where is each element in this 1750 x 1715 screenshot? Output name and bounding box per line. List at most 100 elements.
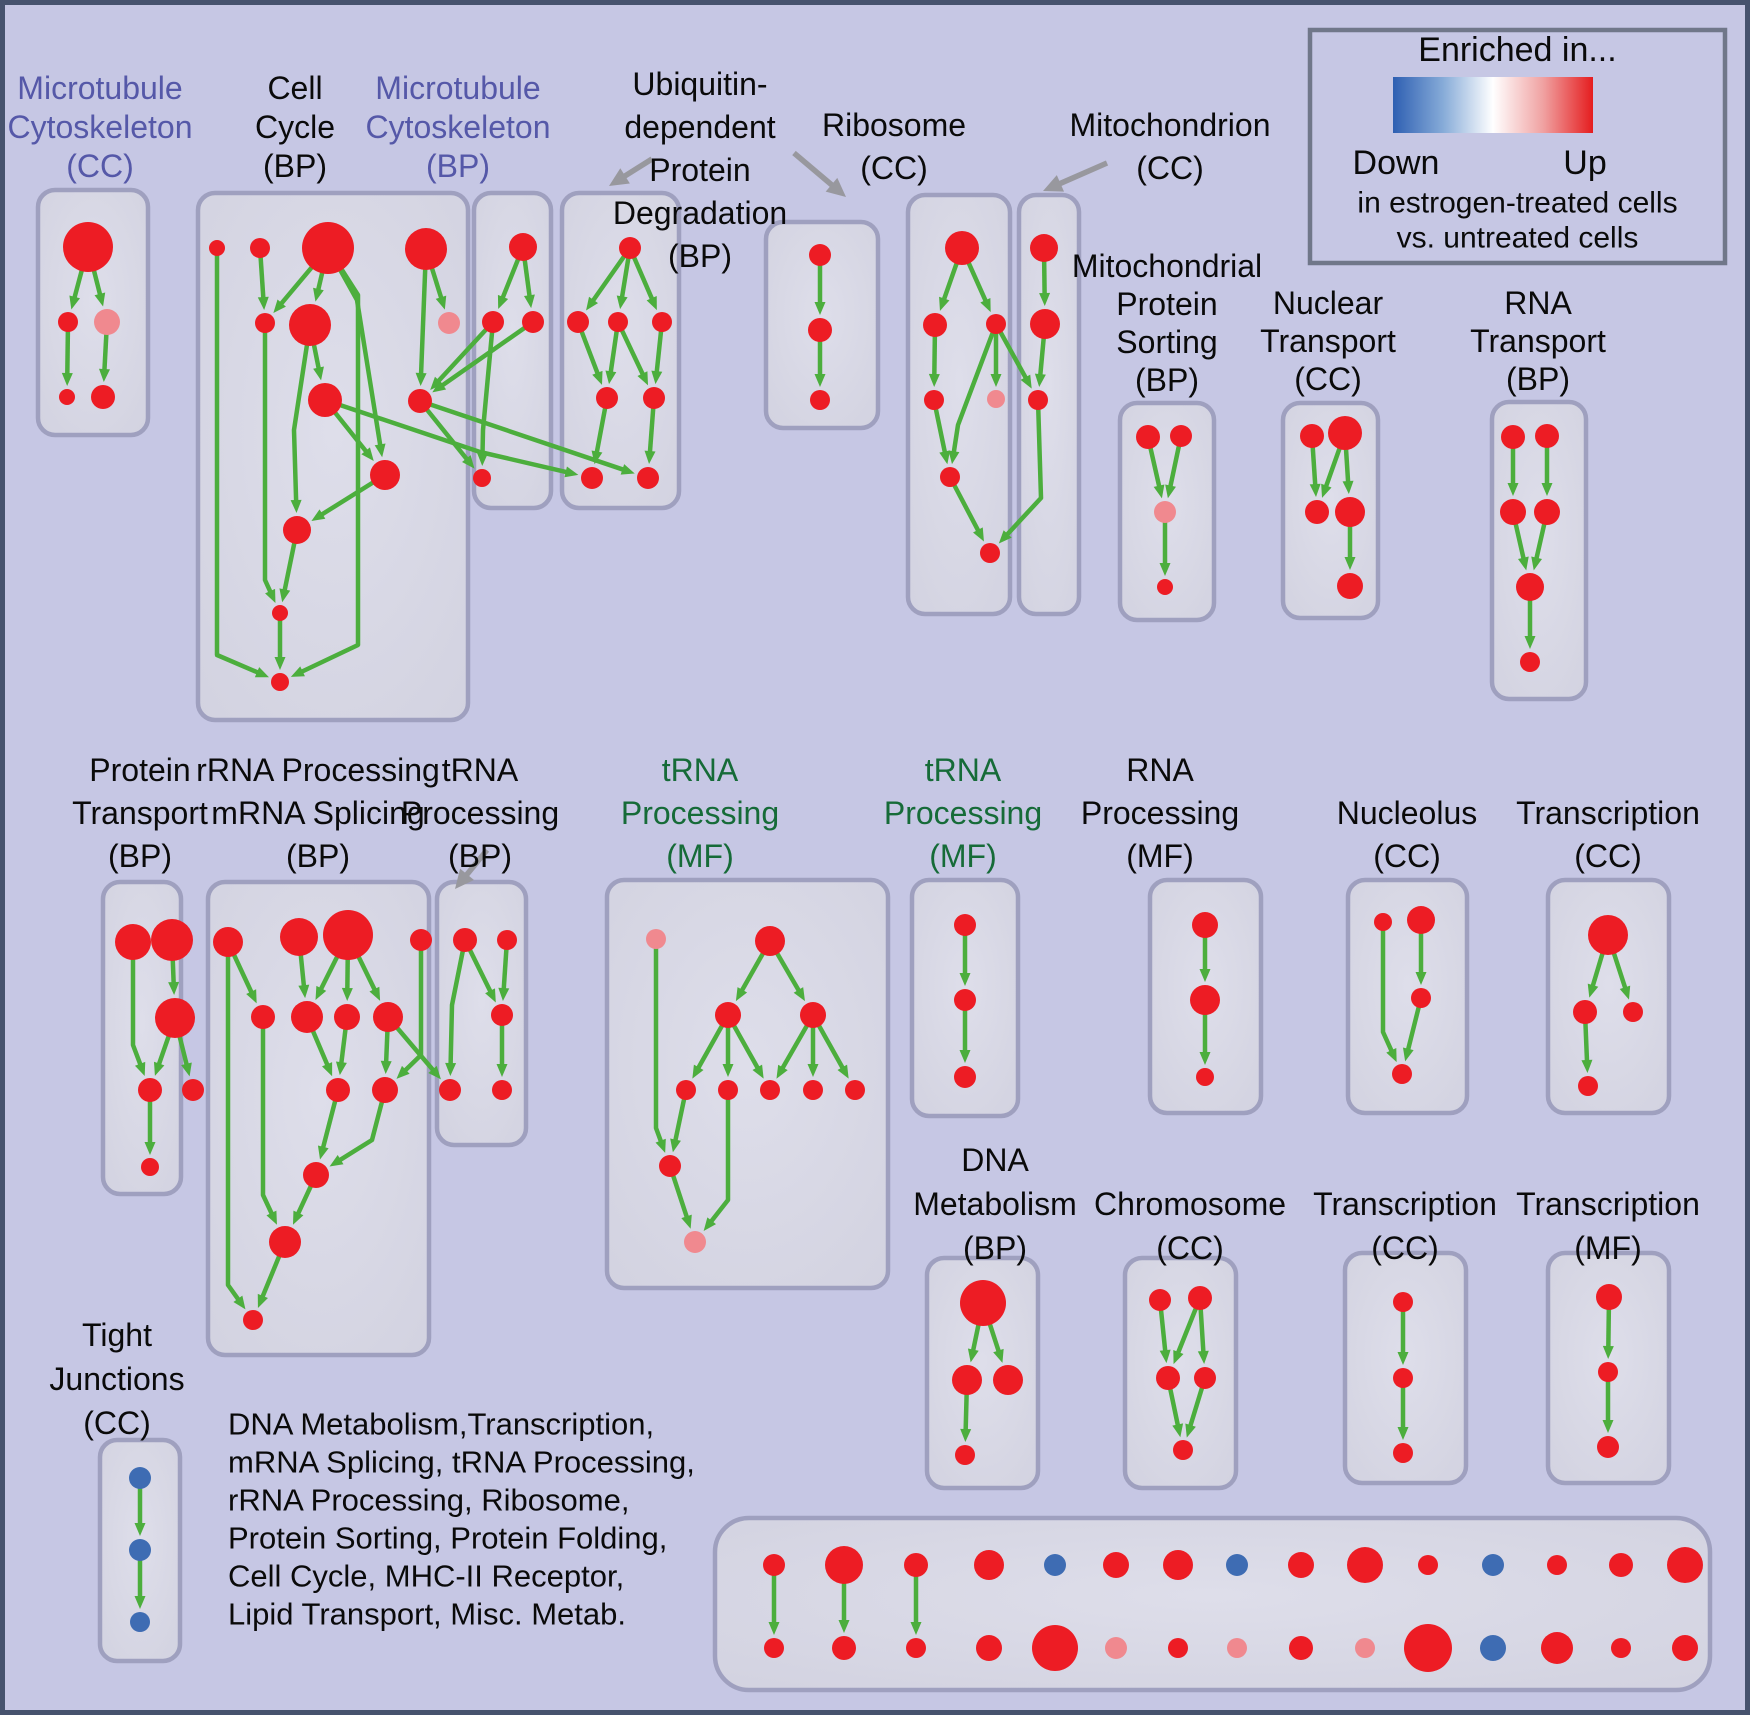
arrowhead: [134, 1596, 146, 1609]
edge-line: [948, 475, 983, 536]
arrowhead: [497, 294, 509, 310]
cluster-label-microtubule-bp: Cytoskeleton: [366, 109, 551, 145]
cluster-label-nuclear-transport: (CC): [1294, 361, 1362, 397]
gene-set-node-r7: [980, 543, 1000, 563]
cluster-label-nuclear-transport: Nuclear: [1273, 285, 1384, 321]
cluster-label-trna-mf-2: tRNA: [925, 752, 1002, 788]
arrowhead: [69, 295, 81, 310]
gene-set-node-f1: [1596, 1284, 1622, 1310]
arrowhead: [335, 1061, 347, 1076]
gene-set-node-u5: [596, 387, 618, 409]
gene-set-node-q1: [213, 927, 243, 957]
gene-set-node-x1: [1588, 915, 1628, 955]
edge-line: [480, 321, 496, 458]
cluster-box-L: [1345, 877, 1470, 1116]
edge-line: [434, 320, 495, 386]
cluster-box-I: [1280, 400, 1381, 621]
arrowhead: [776, 1064, 788, 1079]
misc-top-node-4: [974, 1550, 1004, 1580]
gene-set-node-g2: [755, 926, 785, 956]
arrowhead: [814, 374, 826, 387]
cluster-box-MISC: [712, 1515, 1713, 1693]
gene-set-node-q10: [372, 1077, 398, 1103]
misc-top-node-9: [1288, 1552, 1314, 1578]
arrowhead: [94, 292, 106, 307]
cluster-box-DM: [924, 1255, 1041, 1491]
cluster-label-nucleolus: (CC): [1373, 838, 1441, 874]
arrowhead: [1173, 1349, 1184, 1365]
gene-set-node-a1: [63, 222, 113, 272]
gene-set-node-u8: [637, 467, 659, 489]
arrowhead: [1397, 1352, 1409, 1365]
cluster-label-rrna-mrna: rRNA Processing: [196, 752, 440, 788]
misc-top-node-15: [1667, 1547, 1703, 1583]
edge-line: [262, 323, 274, 597]
gene-set-node-m2: [1030, 309, 1060, 339]
arrowhead: [646, 295, 657, 311]
gene-set-node-y3: [1393, 1443, 1413, 1463]
cluster-label-tight-junctions: Junctions: [49, 1361, 184, 1397]
misc-bottom-node-5: [1032, 1625, 1078, 1671]
gene-set-node-f2: [1598, 1362, 1618, 1382]
cluster-label-trna-mf-2: (MF): [929, 838, 997, 874]
edge-line: [1053, 160, 1109, 189]
gene-set-node-y2: [1393, 1368, 1413, 1388]
arrowhead: [313, 287, 324, 302]
arrowhead: [651, 370, 663, 385]
cluster-label-ubiquitin: Protein: [649, 152, 750, 188]
gene-set-node-g5: [676, 1080, 696, 1100]
arrowhead: [1602, 1345, 1614, 1360]
gene-set-node-z3: [491, 1004, 513, 1026]
arrowhead: [134, 1523, 146, 1536]
arrowhead: [586, 296, 599, 311]
gene-set-node-q2: [280, 918, 318, 956]
gene-set-node-a5: [91, 385, 115, 409]
legend-gradient-bar: [1393, 77, 1593, 133]
arrowhead: [1159, 563, 1171, 576]
arrowhead: [1415, 972, 1427, 985]
arrowhead: [838, 1620, 850, 1633]
arrowhead: [361, 447, 374, 461]
gene-set-node-l1: [1374, 913, 1392, 931]
arrowhead: [1344, 557, 1356, 570]
gene-set-nodes: [58, 222, 1643, 1632]
cluster-label-rna-transport: Transport: [1470, 323, 1606, 359]
cluster-label-ubiquitin: dependent: [624, 109, 775, 145]
arrowhead: [591, 450, 603, 465]
cluster-box-T2: [1342, 1250, 1469, 1486]
gene-set-node-e5: [1173, 1440, 1193, 1460]
gene-set-node-j2: [129, 1539, 151, 1561]
cluster-label-mito-sorting: Mitochondrial: [1072, 248, 1262, 284]
arrowhead: [1309, 483, 1321, 498]
gene-set-node-j3: [130, 1612, 150, 1632]
gene-set-node-s2: [1170, 425, 1192, 447]
gene-set-node-u3: [608, 312, 628, 332]
arrowhead: [973, 527, 984, 542]
edge-line: [448, 939, 468, 1068]
misc-text-line: Lipid Transport, Misc. Metab.: [228, 1597, 626, 1632]
gene-set-node-w3: [1500, 499, 1526, 525]
gene-set-node-e4: [1194, 1367, 1216, 1389]
gene-set-node-e3: [1156, 1366, 1180, 1390]
arrowhead: [396, 1065, 410, 1079]
gene-set-node-b9: [408, 389, 432, 413]
arrowhead: [1531, 556, 1542, 571]
misc-bottom-node-1: [764, 1638, 784, 1658]
arrowhead: [1524, 636, 1536, 649]
arrowhead: [1507, 483, 1519, 496]
arrowhead: [959, 973, 971, 986]
cluster-label-trna-bp: tRNA: [442, 752, 519, 788]
arrowhead: [990, 374, 1002, 387]
arrowhead: [369, 986, 381, 1001]
cluster-label-transcription-cc-2: Transcription: [1313, 1186, 1497, 1222]
arrowhead: [1165, 484, 1176, 499]
arrowhead: [274, 657, 286, 670]
arrowhead: [380, 1060, 392, 1075]
gene-set-node-x3: [1623, 1002, 1643, 1022]
arrowhead: [1397, 1427, 1409, 1440]
cluster-label-protein-transport: (BP): [108, 838, 172, 874]
misc-bottom-node-15: [1672, 1635, 1698, 1661]
edge-line: [792, 150, 839, 192]
arrowhead: [670, 1138, 681, 1153]
arrowhead: [1153, 484, 1165, 499]
